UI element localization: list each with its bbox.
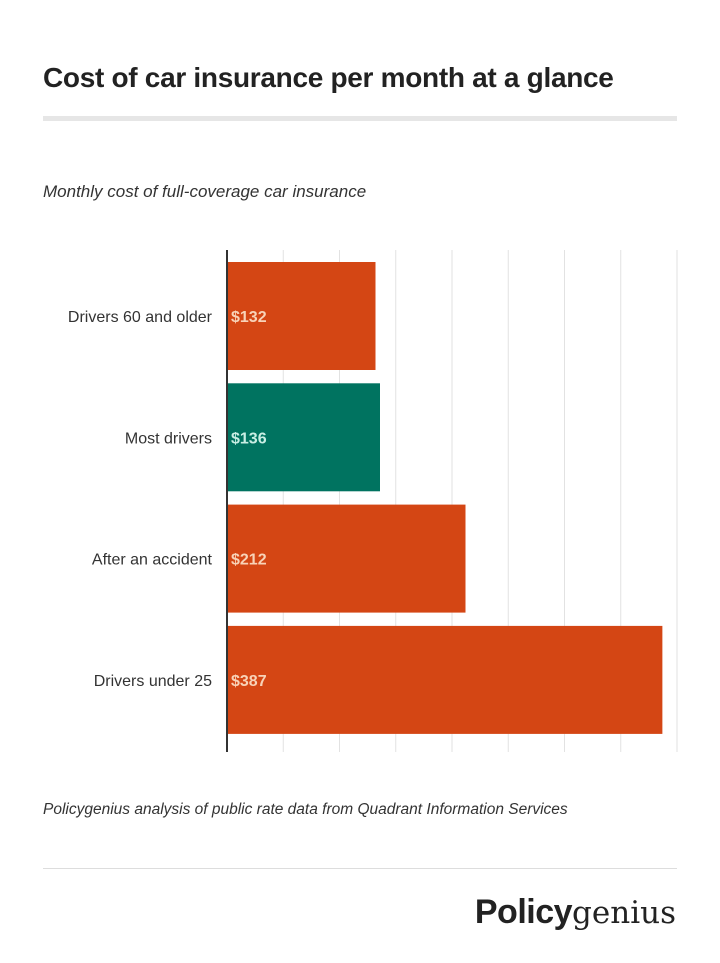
page-title: Cost of car insurance per month at a gla… [43,62,614,93]
bar [227,504,466,613]
category-label: Drivers 60 and older [68,309,213,326]
bar [227,383,380,492]
category-label: After an accident [92,552,213,569]
divider [43,868,677,869]
data-label: $387 [231,673,267,690]
data-label: $132 [231,309,267,326]
logo-bold: Policy [474,893,573,931]
source-note: Policygenius analysis of public rate dat… [43,801,568,818]
divider [43,116,677,121]
bar [227,262,376,370]
category-label: Drivers under 25 [94,673,212,690]
data-label: $136 [231,430,267,447]
category-label: Most drivers [125,430,212,447]
policygenius-logo: Policygenius [475,893,676,932]
logo-light: genius [572,895,676,931]
chart-subtitle: Monthly cost of full-coverage car insura… [43,182,367,201]
bar [227,625,663,734]
data-label: $212 [231,552,267,569]
